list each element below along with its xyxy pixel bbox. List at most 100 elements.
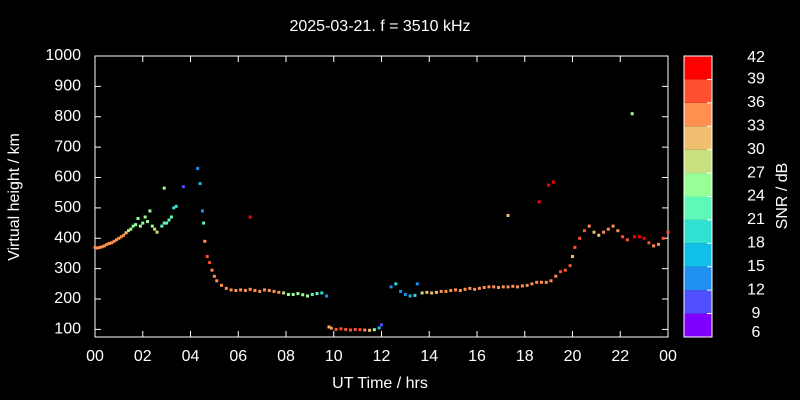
colorbar-tick-label: 39	[747, 71, 765, 88]
point	[578, 236, 582, 240]
point	[652, 244, 656, 248]
colorbar-band	[684, 149, 712, 174]
point	[258, 289, 262, 293]
y-tick-label: 200	[54, 290, 81, 307]
point	[353, 327, 357, 331]
colorbar-tick-label: 30	[747, 141, 765, 158]
point	[348, 328, 352, 332]
y-tick-label: 800	[54, 108, 81, 125]
point	[520, 284, 524, 288]
point	[602, 230, 606, 234]
point	[248, 215, 252, 219]
point	[458, 289, 462, 293]
y-tick-label: 500	[54, 199, 81, 216]
point	[95, 246, 99, 250]
point	[155, 230, 159, 234]
point	[563, 268, 567, 272]
point	[468, 286, 472, 290]
point	[389, 285, 393, 289]
point	[482, 285, 486, 289]
point	[415, 282, 419, 286]
point	[286, 292, 290, 296]
point	[224, 286, 228, 290]
point	[530, 282, 534, 286]
point	[296, 292, 300, 296]
point	[315, 292, 319, 296]
colorbar-band	[684, 313, 712, 337]
point	[100, 245, 104, 249]
point	[554, 274, 558, 278]
point	[131, 224, 135, 228]
point	[112, 239, 116, 243]
point	[621, 235, 625, 239]
point	[105, 242, 109, 246]
point	[547, 183, 551, 187]
colorbar-label: SNR / dB	[774, 163, 791, 230]
x-tick-label: 22	[611, 348, 629, 365]
point	[234, 289, 238, 293]
point	[126, 229, 130, 233]
point	[537, 200, 541, 204]
point	[344, 327, 348, 331]
colorbar-band	[684, 102, 712, 127]
x-tick-label: 04	[182, 348, 200, 365]
x-tick-label: 02	[134, 348, 152, 365]
point	[93, 245, 97, 249]
point	[220, 283, 224, 287]
y-tick-label: 600	[54, 169, 81, 186]
point	[148, 209, 152, 213]
colorbar-band	[684, 173, 712, 197]
colorbar-band	[684, 56, 712, 80]
point	[571, 254, 574, 258]
x-tick-label: 10	[325, 348, 343, 365]
point	[487, 285, 491, 289]
x-tick-label: 20	[564, 348, 582, 365]
point	[434, 290, 438, 294]
point	[439, 289, 443, 293]
point	[141, 221, 145, 225]
point	[310, 292, 314, 296]
point	[637, 235, 641, 239]
y-tick-label: 400	[54, 229, 81, 246]
point	[167, 218, 171, 222]
point	[305, 294, 309, 298]
point	[146, 220, 150, 224]
point	[282, 291, 286, 295]
point	[492, 285, 496, 289]
point	[454, 288, 458, 292]
colorbar-tick-label: 15	[747, 258, 765, 275]
point	[656, 242, 660, 246]
point	[203, 239, 207, 243]
point	[535, 280, 539, 284]
point	[511, 284, 515, 288]
point	[107, 241, 111, 245]
point	[368, 328, 372, 332]
x-tick-label: 00	[659, 348, 677, 365]
point	[327, 325, 331, 329]
colorbar-tick-label: 12	[747, 281, 765, 298]
point	[413, 293, 417, 297]
colorbar-tick-label: 9	[752, 305, 761, 322]
x-tick-label: 16	[468, 348, 486, 365]
point	[403, 292, 407, 296]
point	[200, 209, 204, 213]
point	[611, 224, 615, 228]
point	[165, 221, 169, 225]
colorbar-band	[684, 196, 712, 220]
point	[339, 327, 343, 331]
point	[122, 233, 126, 237]
colorbar-band	[684, 79, 712, 103]
point	[625, 238, 629, 242]
point	[473, 287, 477, 291]
point	[138, 224, 142, 228]
point	[544, 280, 548, 284]
point	[325, 294, 329, 298]
colorbar-band	[684, 219, 712, 244]
point	[444, 289, 448, 293]
plot-border	[94, 55, 669, 338]
colorbar-band	[684, 290, 712, 314]
point	[394, 282, 398, 286]
point	[647, 241, 651, 245]
y-tick-label: 700	[54, 138, 81, 155]
point	[582, 229, 586, 233]
